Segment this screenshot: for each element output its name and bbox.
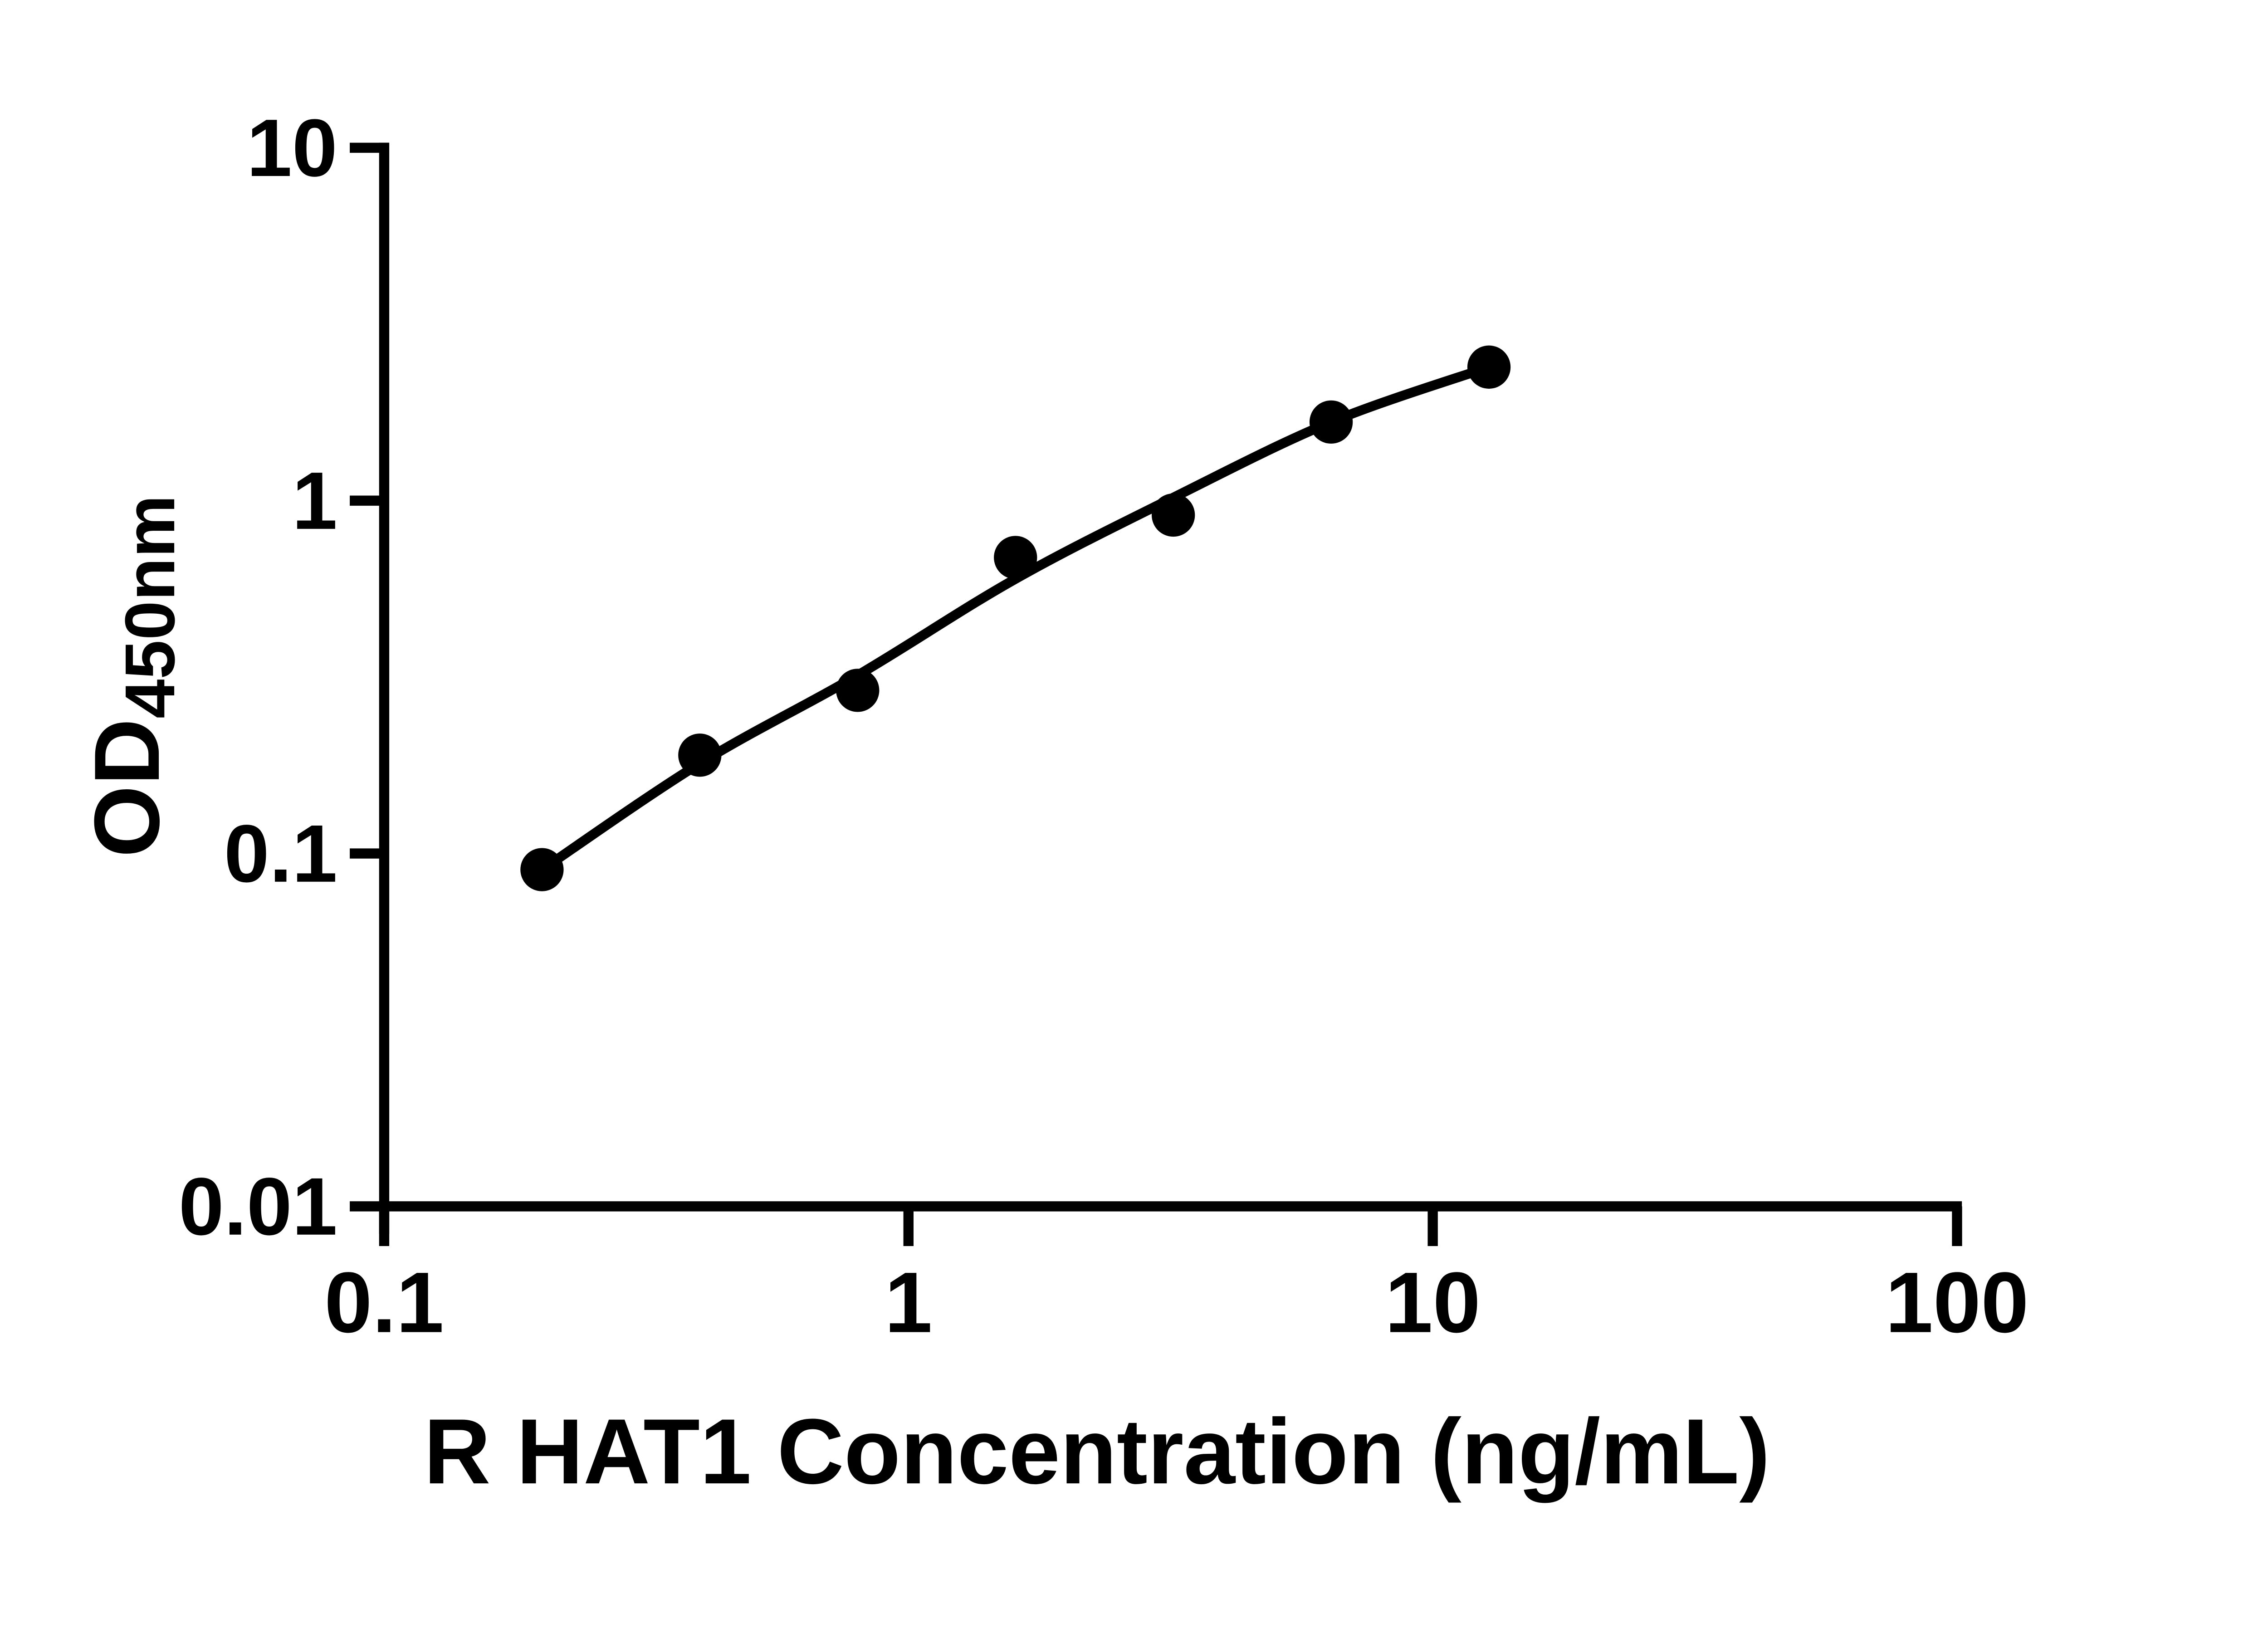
data-point [520, 848, 564, 891]
data-point [1467, 345, 1511, 389]
y-tick-label: 10 [247, 103, 337, 194]
data-point [1152, 493, 1195, 537]
data-point [1309, 400, 1353, 444]
data-point [678, 733, 722, 777]
y-axis-title: OD450nm [75, 495, 189, 857]
x-tick-label: 100 [1885, 1255, 2028, 1351]
y-axis-title-subscript: 450nm [110, 495, 189, 719]
data-point [994, 536, 1037, 579]
x-tick-label: 10 [1385, 1255, 1481, 1351]
x-tick-label: 0.1 [324, 1255, 444, 1351]
plot-area [520, 345, 1511, 891]
x-tick-label: 1 [885, 1255, 932, 1351]
y-axis-title-main: OD [75, 719, 179, 857]
data-point [836, 669, 880, 712]
y-tick-label: 0.1 [224, 808, 337, 900]
y-tick-label: 0.01 [179, 1161, 337, 1252]
fit-curve [537, 362, 1494, 875]
y-tick-label: 1 [292, 455, 337, 547]
x-axis-title: R HAT1 Concentration (ng/mL) [424, 1400, 1770, 1503]
elisa-standard-curve-figure: 10 1 0.1 0.01 0.1 1 10 100 R HAT1 Concentration… [75, 102, 2029, 1504]
